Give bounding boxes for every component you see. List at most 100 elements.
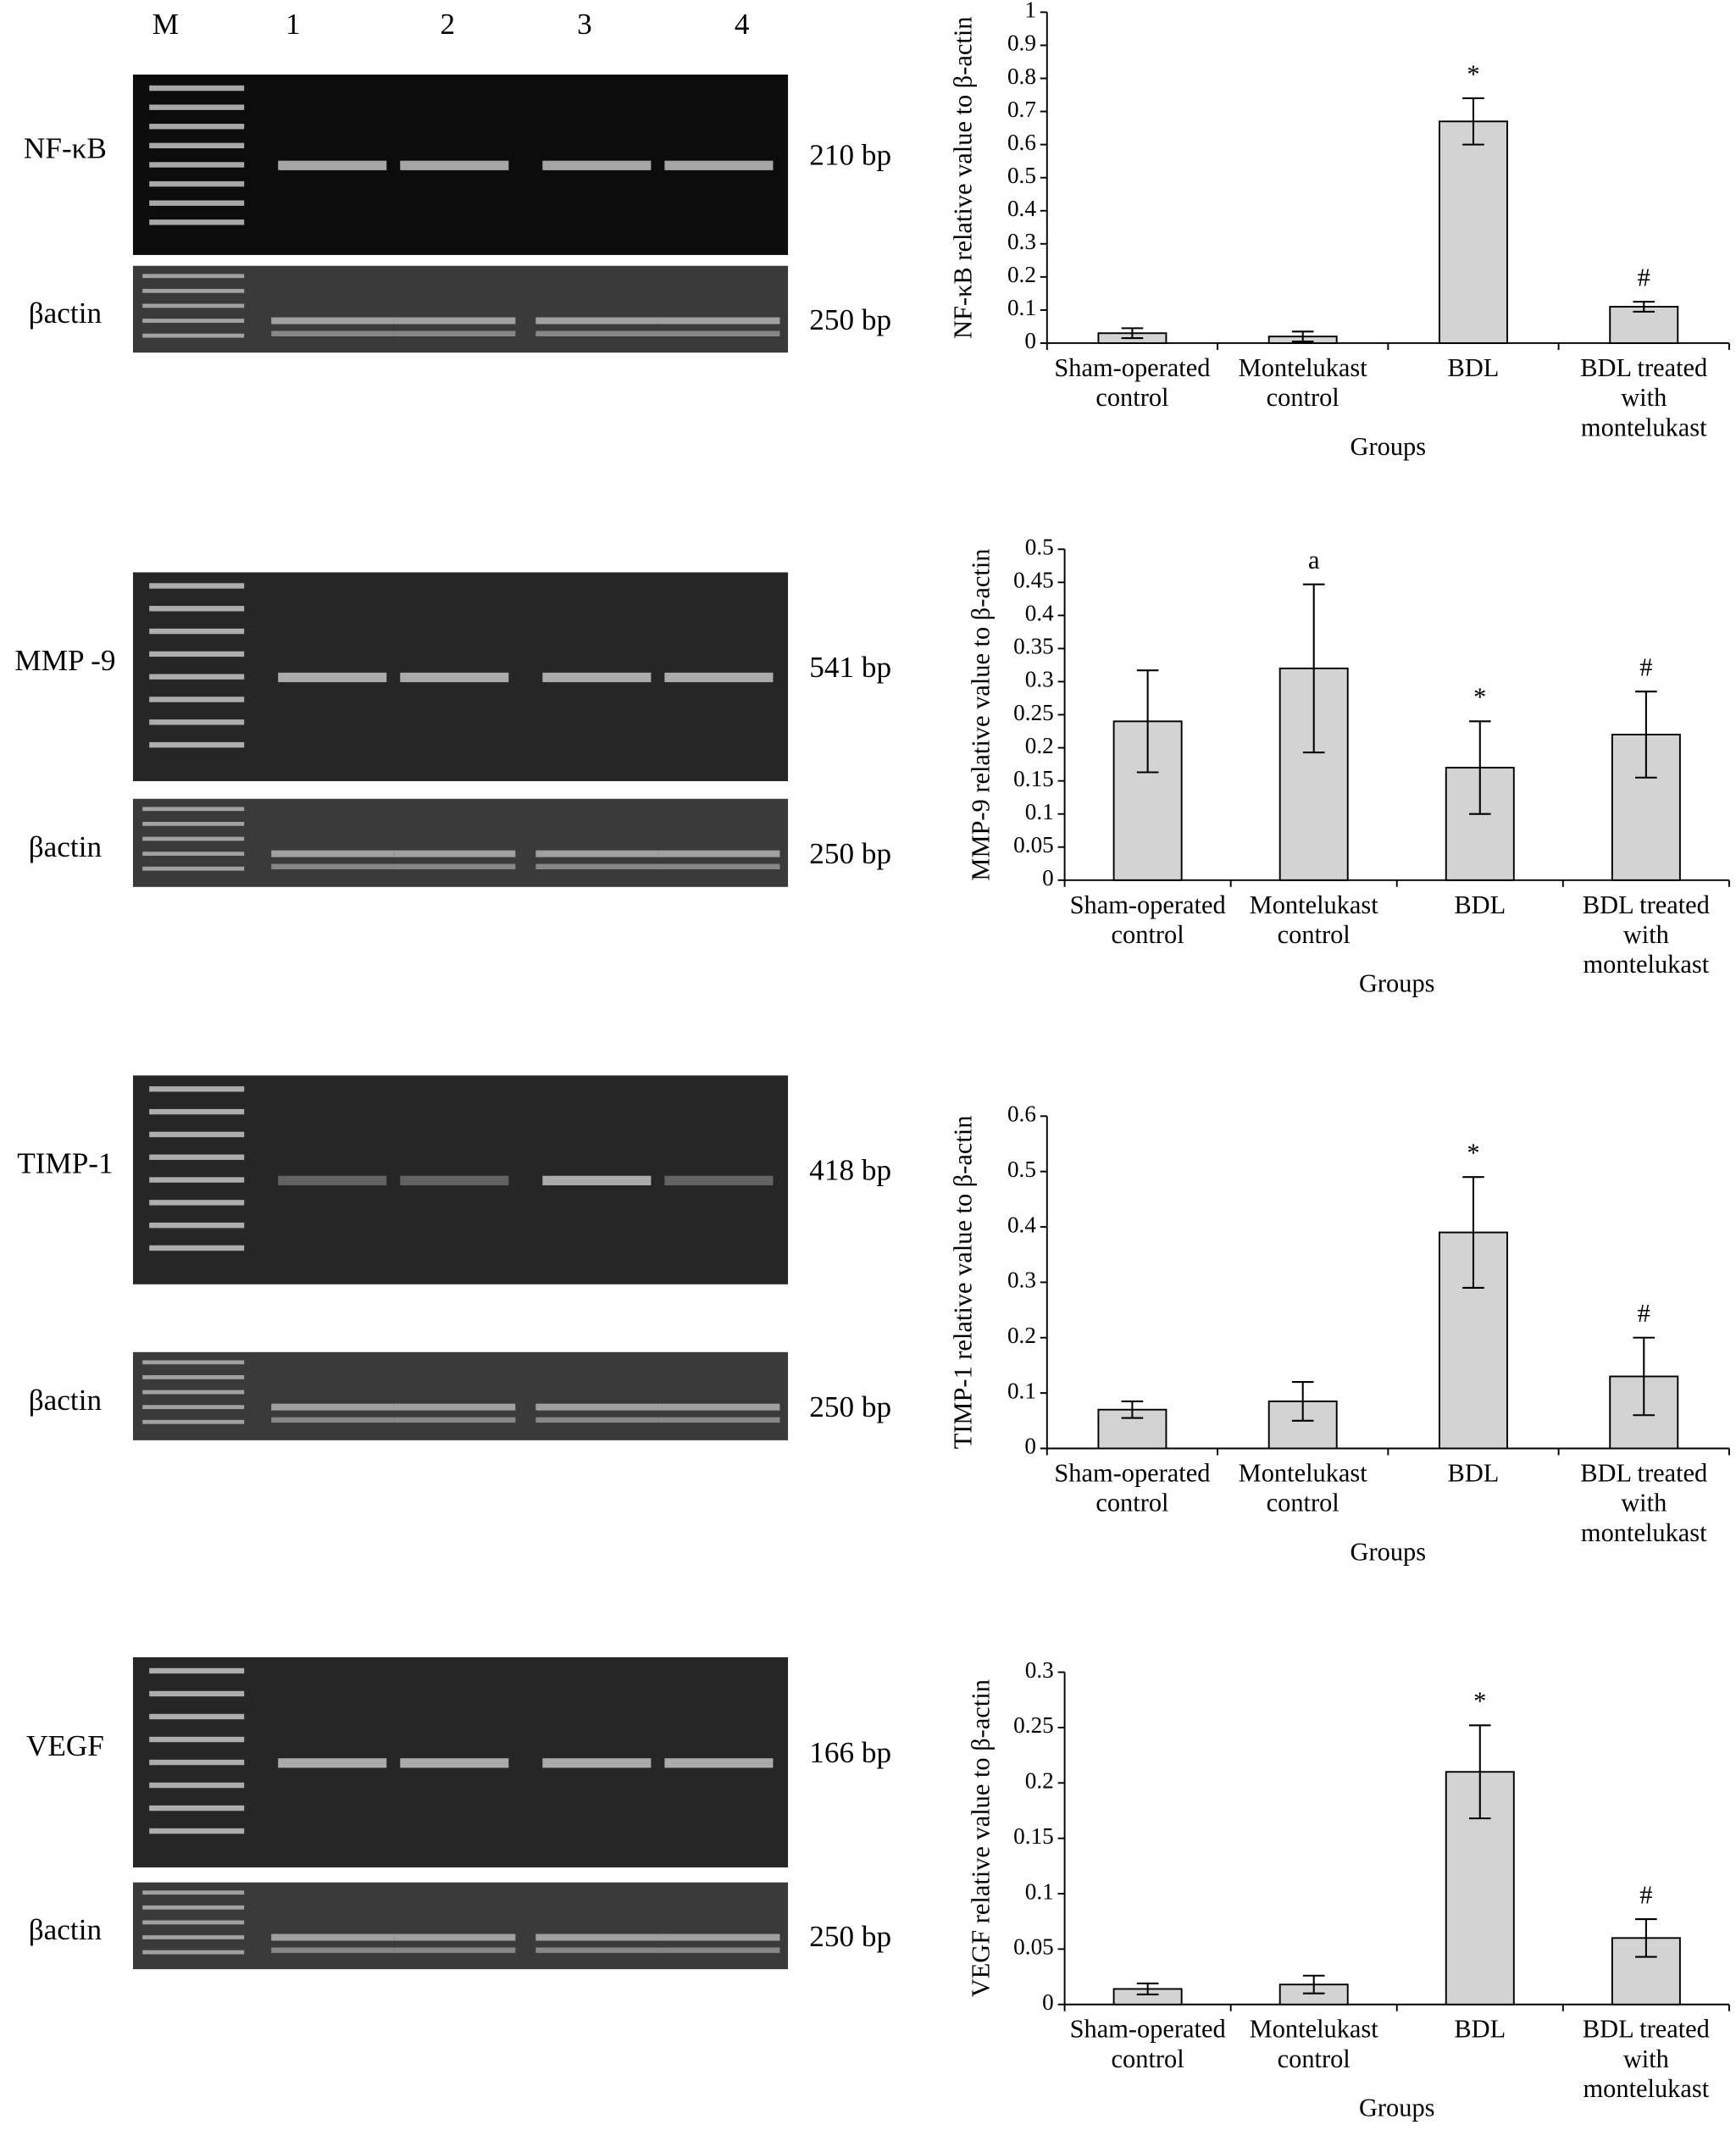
gel-name: MMP -9: [14, 644, 115, 677]
actin-bp: 250 bp: [809, 1920, 891, 1953]
annotation: #: [1638, 1299, 1650, 1328]
ladder-band: [149, 1108, 245, 1115]
actin-band: [657, 317, 780, 325]
sample-band: [400, 1758, 509, 1768]
actin-name: βactin: [29, 830, 103, 863]
gel-bp: 541 bp: [809, 651, 891, 684]
ladder-band: [142, 1905, 245, 1910]
y-tick-label: 0.2: [1007, 262, 1036, 287]
y-axis-label: NF-κB relative value to β-actin: [949, 17, 978, 339]
ladder-band: [149, 1177, 245, 1183]
y-tick-label: 0: [1042, 865, 1054, 890]
x-tick-label: BDL: [1454, 890, 1506, 919]
annotation: *: [1473, 683, 1486, 712]
bar: [1439, 120, 1508, 344]
ladder-band: [142, 288, 245, 293]
ladder-band: [142, 1405, 245, 1410]
ladder-band: [149, 1131, 245, 1138]
y-tick-label: 0.7: [1007, 97, 1036, 122]
ladder-band: [149, 124, 245, 130]
y-tick-label: 0.6: [1007, 130, 1036, 155]
actin-bp: 250 bp: [809, 303, 891, 336]
ladder-band: [149, 628, 245, 635]
actin-band: [535, 863, 658, 870]
ladder-band: [149, 1200, 245, 1206]
x-axis-label: Groups: [1359, 969, 1435, 998]
ladder-band: [149, 1828, 245, 1834]
ladder-band: [149, 1154, 245, 1160]
actin-band: [393, 330, 516, 336]
actin-band: [657, 1403, 780, 1411]
actin-gel: [132, 265, 789, 353]
ladder-band: [149, 1713, 245, 1720]
actin-band: [271, 863, 394, 870]
y-tick-label: 0.3: [1025, 1657, 1054, 1683]
actin-band: [271, 1947, 394, 1953]
x-tick-label: montelukast: [1583, 2074, 1710, 2103]
gel-bp: 418 bp: [809, 1154, 891, 1187]
x-tick-label: with: [1623, 920, 1669, 949]
x-tick-label: montelukast: [1581, 1518, 1707, 1547]
actin-bp: 250 bp: [809, 837, 891, 870]
y-tick-label: 0.3: [1007, 1268, 1036, 1293]
ladder-band: [149, 741, 245, 748]
annotation: *: [1473, 1687, 1486, 1716]
x-tick-label: BDL treated: [1583, 2015, 1710, 2044]
y-tick-label: 0.4: [1025, 601, 1054, 626]
gel-name: NF-κB: [24, 132, 107, 165]
actin-band: [271, 330, 394, 336]
y-axis-label: VEGF relative value to β-actin: [967, 1679, 996, 1997]
actin-gel: [132, 1882, 789, 1970]
sample-band: [664, 1175, 774, 1185]
sample-band: [664, 160, 774, 170]
y-tick-label: 0.4: [1007, 1212, 1036, 1237]
y-tick-label: 0.2: [1007, 1323, 1036, 1348]
x-tick-label: Montelukast: [1239, 1458, 1368, 1487]
x-tick-label: Montelukast: [1239, 353, 1368, 382]
ladder-band: [142, 1390, 245, 1395]
x-tick-label: control: [1278, 2044, 1351, 2073]
sample-band: [542, 160, 652, 170]
actin-name: βactin: [29, 1384, 103, 1417]
y-tick-label: 0: [1042, 1989, 1054, 2015]
actin-band: [271, 1403, 394, 1411]
x-tick-label: control: [1267, 1489, 1339, 1517]
ladder-band: [142, 333, 245, 338]
annotation: a: [1308, 546, 1320, 574]
y-tick-label: 1: [1024, 0, 1036, 23]
actin-band: [535, 317, 658, 325]
x-tick-label: control: [1095, 1489, 1168, 1517]
ladder-band: [149, 651, 245, 657]
y-tick-label: 0.1: [1025, 1878, 1054, 1904]
ladder-band: [142, 274, 245, 279]
actin-band: [393, 1947, 516, 1953]
actin-band: [271, 1417, 394, 1423]
sample-band: [278, 1175, 387, 1185]
actin-band: [535, 1947, 658, 1953]
ladder-band: [142, 1360, 245, 1365]
y-tick-label: 0.5: [1007, 1157, 1036, 1182]
actin-band: [535, 1403, 658, 1411]
sample-band: [664, 1758, 774, 1768]
actin-band: [271, 1933, 394, 1941]
ladder-band: [142, 866, 245, 871]
ladder-band: [142, 1920, 245, 1925]
gel-bp: 210 bp: [809, 139, 891, 172]
y-tick-label: 0.05: [1013, 1934, 1054, 1960]
ladder-band: [149, 200, 245, 206]
x-tick-label: control: [1095, 383, 1168, 412]
sample-band: [542, 1175, 652, 1185]
actin-band: [393, 317, 516, 325]
y-tick-label: 0.5: [1007, 163, 1036, 188]
ladder-band: [149, 1736, 245, 1743]
x-tick-label: with: [1621, 383, 1667, 412]
ladder-band: [142, 1419, 245, 1424]
ladder-band: [149, 1805, 245, 1811]
actin-band: [393, 850, 516, 857]
y-tick-label: 0: [1024, 328, 1036, 353]
sample-band: [278, 672, 387, 683]
x-tick-label: with: [1623, 2044, 1669, 2073]
y-tick-label: 0.4: [1007, 196, 1036, 221]
ladder-band: [149, 696, 245, 702]
